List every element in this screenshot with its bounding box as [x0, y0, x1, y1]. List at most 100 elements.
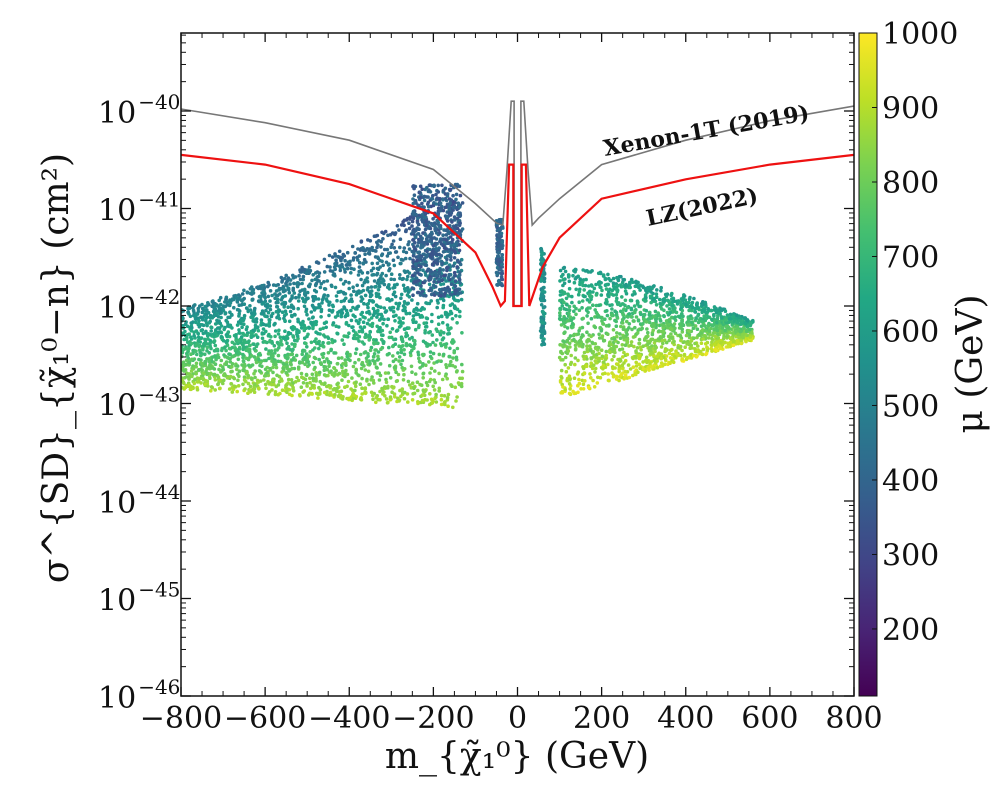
scatter-point [230, 390, 235, 394]
scatter-point [182, 381, 186, 386]
scatter-point [685, 355, 690, 360]
scatter-point [599, 285, 603, 290]
scatter-point [225, 303, 229, 307]
scatter-point [665, 304, 669, 308]
scatter-point [397, 398, 402, 402]
scatter-point [562, 281, 567, 286]
scatter-point [284, 312, 289, 316]
scatter-point [727, 320, 731, 325]
scatter-point [689, 338, 694, 343]
scatter-point [404, 334, 408, 339]
scatter-point [210, 304, 214, 309]
scatter-point [562, 300, 566, 305]
scatter-point [246, 391, 250, 396]
scatter-point [658, 319, 663, 323]
scatter-point [430, 319, 434, 324]
scatter-point [693, 341, 697, 346]
scatter-point [255, 335, 260, 340]
scatter-point [347, 331, 351, 336]
scatter-point [451, 193, 455, 198]
scatter-point [268, 304, 273, 308]
scatter-point [379, 245, 383, 249]
scatter-point [743, 321, 748, 326]
scatter-point [641, 322, 645, 326]
scatter-point [623, 289, 628, 293]
scatter-point [211, 301, 216, 305]
scatter-point [615, 334, 619, 339]
scatter-point [571, 273, 575, 278]
scatter-point [255, 378, 260, 383]
scatter-point [433, 396, 437, 401]
scatter-point [717, 320, 722, 325]
scatter-point [310, 383, 315, 388]
scatter-point [581, 268, 585, 272]
scatter-point [319, 309, 324, 314]
scatter-point [420, 201, 424, 206]
axis-ticks [180, 33, 855, 697]
scatter-point [444, 205, 448, 209]
scatter-point [276, 332, 281, 336]
scatter-point [563, 324, 567, 329]
scatter-point [244, 371, 249, 375]
scatter-point [622, 307, 626, 312]
scatter-point [570, 300, 574, 305]
scatter-point [343, 270, 347, 274]
scatter-point [580, 280, 585, 285]
scatter-point [666, 313, 671, 317]
scatter-point [566, 366, 571, 370]
scatter-point [648, 294, 653, 299]
scatter-point [208, 376, 212, 381]
scatter-point [392, 277, 397, 282]
scatter-point [367, 318, 371, 322]
scatter-point [659, 329, 664, 334]
scatter-point [230, 297, 235, 301]
scatter-point [235, 351, 240, 356]
scatter-point [354, 319, 359, 323]
scatter-point [560, 376, 564, 380]
scatter-point [304, 296, 309, 301]
scatter-point [450, 292, 454, 297]
scatter-point [366, 238, 370, 242]
scatter-point [198, 350, 202, 355]
scatter-point [412, 193, 417, 197]
scatter-point [324, 297, 329, 301]
scatter-point [435, 196, 440, 200]
scatter-point [285, 347, 290, 351]
scatter-point [266, 294, 271, 299]
scatter-point [643, 359, 648, 363]
scatter-point [268, 299, 272, 303]
scatter-point [351, 305, 355, 310]
scatter-point [447, 326, 452, 331]
scatter-point [418, 360, 422, 364]
scatter-point [689, 356, 694, 360]
scatter-point [451, 338, 455, 342]
scatter-point [298, 277, 303, 282]
scatter-point [715, 340, 719, 344]
scatter-point [218, 386, 222, 391]
scatter-point [419, 245, 424, 249]
scatter-point [736, 332, 740, 337]
scatter-point [443, 312, 448, 317]
scatter-point [203, 361, 208, 365]
scatter-point [222, 346, 227, 350]
scatter-point [438, 208, 443, 213]
scatter-point [375, 315, 379, 319]
scatter-point [416, 240, 421, 245]
scatter-point [208, 316, 213, 320]
scatter-point [340, 311, 345, 315]
scatter-point [573, 391, 578, 396]
scatter-point [221, 367, 226, 372]
scatter-point [672, 339, 676, 344]
scatter-point [344, 334, 348, 339]
scatter-point [365, 279, 370, 284]
scatter-point [371, 266, 376, 271]
scatter-point [385, 297, 389, 302]
scatter-point [212, 367, 217, 371]
scatter-point [396, 255, 400, 260]
scatter-point [566, 349, 571, 353]
scatter-point [430, 333, 435, 337]
scatter-point [385, 323, 389, 328]
scatter-point [381, 237, 385, 241]
scatter-point [286, 377, 291, 382]
scatter-point [443, 286, 447, 291]
